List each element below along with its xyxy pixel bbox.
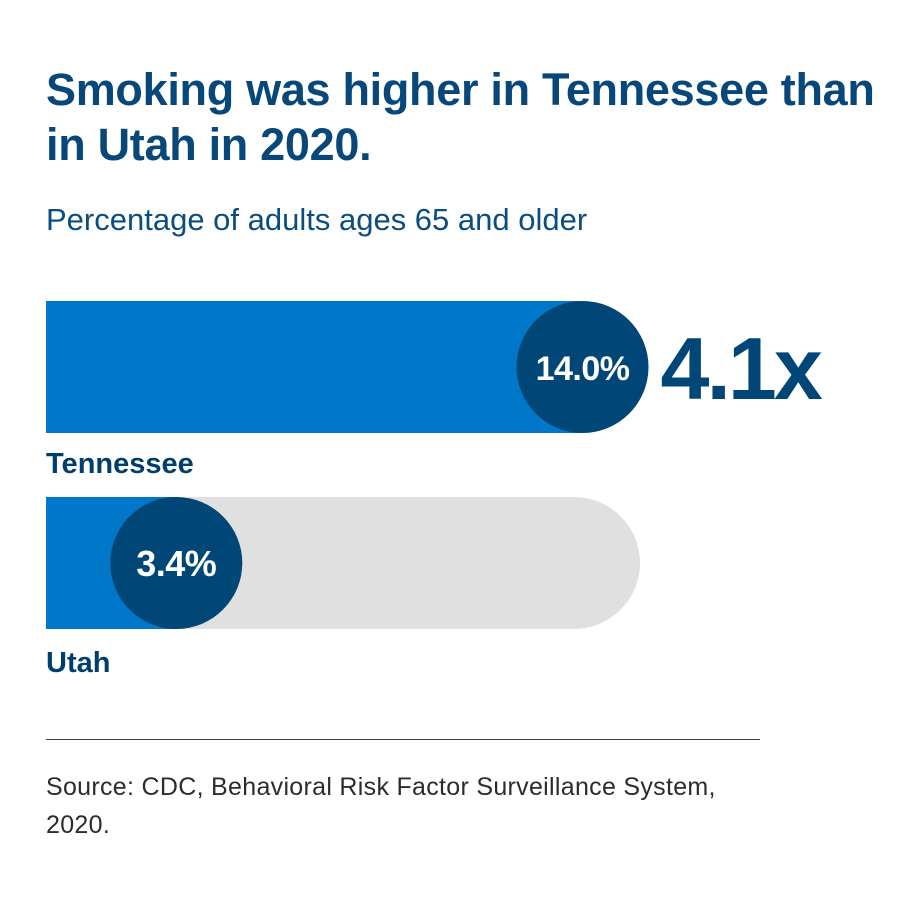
chart-title: Smoking was higher in Tennessee than in … — [46, 64, 875, 170]
chart-subtitle: Percentage of adults ages 65 and older — [46, 202, 588, 237]
bar-chart: 14.0% Tennessee 4.1x 3.4% Utah — [46, 301, 826, 679]
value-bubble-utah — [110, 497, 243, 629]
bar-tennessee — [46, 301, 583, 433]
source-note: Source: CDC, Behavioral Risk Factor Surv… — [46, 773, 716, 839]
data-label-utah: 3.4% — [136, 543, 217, 584]
category-label-tennessee: Tennessee — [46, 448, 194, 480]
category-label-utah: Utah — [46, 647, 110, 679]
data-label-tennessee: 14.0% — [536, 350, 630, 388]
ratio-annotation: 4.1x — [661, 319, 823, 418]
source-divider — [46, 739, 760, 740]
value-bubble-tennessee — [516, 301, 649, 433]
